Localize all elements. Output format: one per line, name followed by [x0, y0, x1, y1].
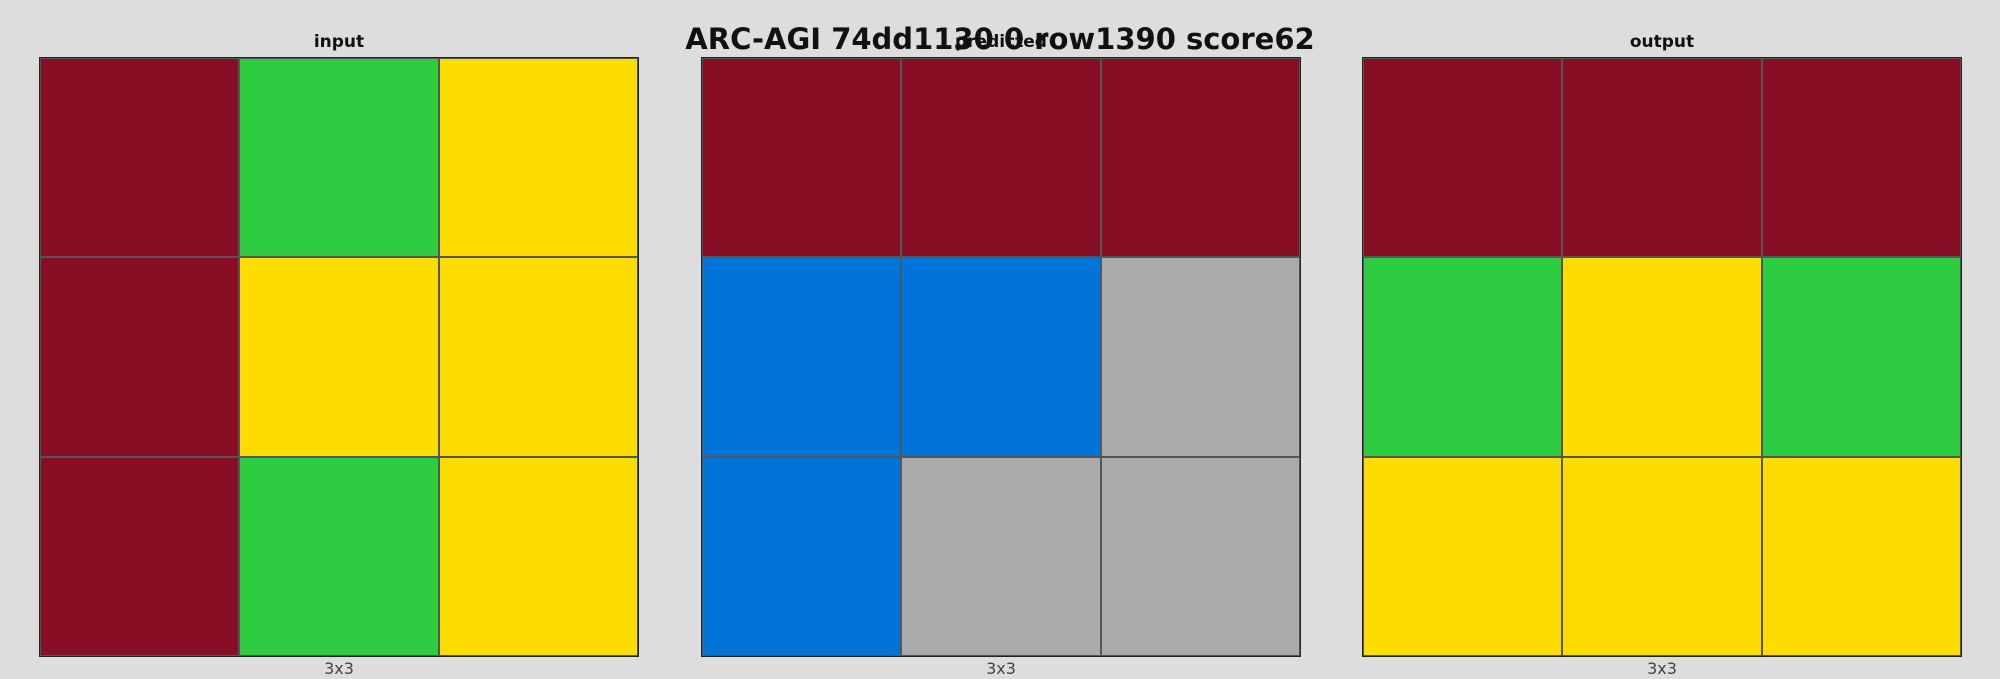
grid-cell [438, 456, 638, 656]
figure-title: ARC-AGI 74dd1130 0 row1390 score62 [685, 22, 1315, 56]
grid-cell [1562, 58, 1762, 258]
grid-cell [1761, 456, 1961, 656]
grid-cell [702, 257, 902, 457]
grid-cell [239, 456, 439, 656]
output-grid [1362, 57, 1962, 657]
grid-cell [1100, 456, 1300, 656]
grid-cell [1100, 58, 1300, 258]
grid-cell [1761, 58, 1961, 258]
grid-cell [901, 58, 1101, 258]
grid-cell [901, 456, 1101, 656]
predicted-label: predicted [955, 32, 1047, 52]
grid-cell [239, 58, 439, 258]
grid-cell [1562, 257, 1762, 457]
predicted-grid [701, 57, 1301, 657]
input-grid [39, 57, 639, 657]
input-panel: input 3x3 [39, 30, 639, 678]
grid-cell [1363, 58, 1563, 258]
grid-cell [1363, 456, 1563, 656]
grid-cell [40, 58, 240, 258]
grid-cell [40, 456, 240, 656]
predicted-dims: 3x3 [986, 659, 1016, 678]
grid-cell [1562, 456, 1762, 656]
grid-cell [438, 257, 638, 457]
grid-cell [702, 58, 902, 258]
predicted-panel: predicted 3x3 [701, 30, 1301, 678]
input-label: input [313, 32, 365, 52]
grid-cell [1363, 257, 1563, 457]
output-label: output [1629, 32, 1695, 52]
grid-cell [239, 257, 439, 457]
grid-cell [1761, 257, 1961, 457]
grid-cell [1100, 257, 1300, 457]
output-dims: 3x3 [1647, 659, 1677, 678]
output-panel: output 3x3 [1362, 30, 1962, 678]
grid-cell [901, 257, 1101, 457]
grid-cell [438, 58, 638, 258]
input-dims: 3x3 [324, 659, 354, 678]
grid-cell [40, 257, 240, 457]
grid-cell [702, 456, 902, 656]
